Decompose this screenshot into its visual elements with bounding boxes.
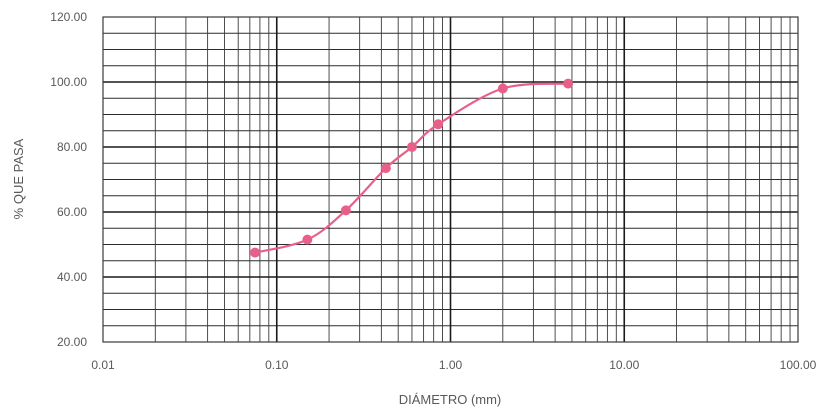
- plot-border: [102, 16, 799, 343]
- x-tick-label: 100.00: [780, 358, 817, 372]
- y-tick-labels: 20.00 40.00 60.00 80.00 100.00 120.00: [50, 10, 87, 349]
- data-point: [563, 78, 574, 89]
- x-tick-label: 1.00: [439, 358, 463, 372]
- y-tick-label: 120.00: [50, 10, 87, 24]
- data-point: [433, 119, 444, 130]
- data-point: [302, 234, 313, 245]
- data-point: [340, 205, 351, 216]
- y-tick-label: 100.00: [50, 75, 87, 89]
- gridlines-x: [154, 17, 791, 342]
- x-tick-label: 10.00: [609, 358, 639, 372]
- series-group: [250, 78, 574, 258]
- y-axis-title: % QUE PASA: [11, 138, 26, 219]
- data-point: [497, 83, 508, 94]
- x-tick-labels: 0.01 0.10 1.00 10.00 100.00: [91, 358, 816, 372]
- x-tick-label: 0.01: [91, 358, 115, 372]
- y-tick-label: 40.00: [57, 270, 87, 284]
- y-tick-label: 60.00: [57, 205, 87, 219]
- x-tick-label: 0.10: [265, 358, 289, 372]
- data-point: [380, 163, 391, 174]
- data-point: [406, 142, 417, 152]
- y-tick-label: 80.00: [57, 140, 87, 154]
- x-axis-title: DIÁMETRO (mm): [399, 392, 502, 407]
- y-tick-label: 20.00: [57, 335, 87, 349]
- major-gridlines-y: [103, 81, 798, 278]
- data-point: [250, 247, 261, 258]
